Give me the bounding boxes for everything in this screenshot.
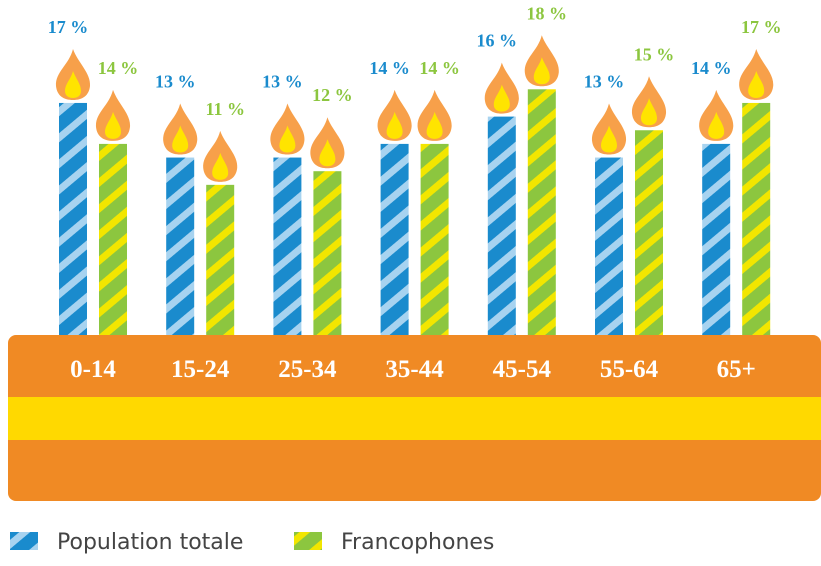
x-tick-label: 15-24: [171, 356, 230, 383]
value-label: 16 %: [477, 31, 518, 51]
candle: [742, 103, 770, 335]
x-tick-label: 35-44: [385, 356, 444, 383]
value-label: 17 %: [741, 17, 782, 37]
value-label: 12 %: [312, 85, 353, 105]
x-tick-label: 65+: [717, 356, 756, 383]
candle: [313, 171, 341, 335]
candle: [166, 158, 194, 335]
value-label: 18 %: [527, 3, 568, 23]
value-label: 13 %: [262, 72, 303, 92]
x-tick-label: 0-14: [70, 356, 116, 383]
value-label: 11 %: [205, 99, 245, 119]
candle: [702, 144, 730, 335]
value-label: 13 %: [584, 72, 625, 92]
x-tick-label: 55-64: [600, 356, 659, 383]
candle: [528, 89, 556, 335]
value-label: 14 %: [691, 58, 732, 78]
candle: [421, 144, 449, 335]
legend-swatch: [10, 532, 38, 550]
legend-swatch: [294, 532, 322, 550]
value-label: 13 %: [155, 72, 196, 92]
x-tick-label: 45-54: [493, 356, 552, 383]
candle: [273, 158, 301, 335]
value-label: 14 %: [98, 58, 139, 78]
candle: [99, 144, 127, 335]
candle: [59, 103, 87, 335]
x-tick-label: 25-34: [278, 356, 337, 383]
candle: [635, 130, 663, 335]
legend-label: Francophones: [341, 530, 494, 555]
candle: [488, 117, 516, 335]
candle: [206, 185, 234, 335]
value-label: 15 %: [634, 44, 675, 64]
candle: [381, 144, 409, 335]
chart: 0-14 17 % 14 % 15-24 13 % 11 % 25-34 13 % 12 % 35…: [0, 0, 821, 566]
legend-label: Population totale: [57, 530, 243, 555]
value-label: 14 %: [369, 58, 410, 78]
value-label: 17 %: [48, 17, 89, 37]
cake-band: [8, 397, 821, 440]
value-label: 14 %: [419, 58, 460, 78]
candle: [595, 158, 623, 335]
